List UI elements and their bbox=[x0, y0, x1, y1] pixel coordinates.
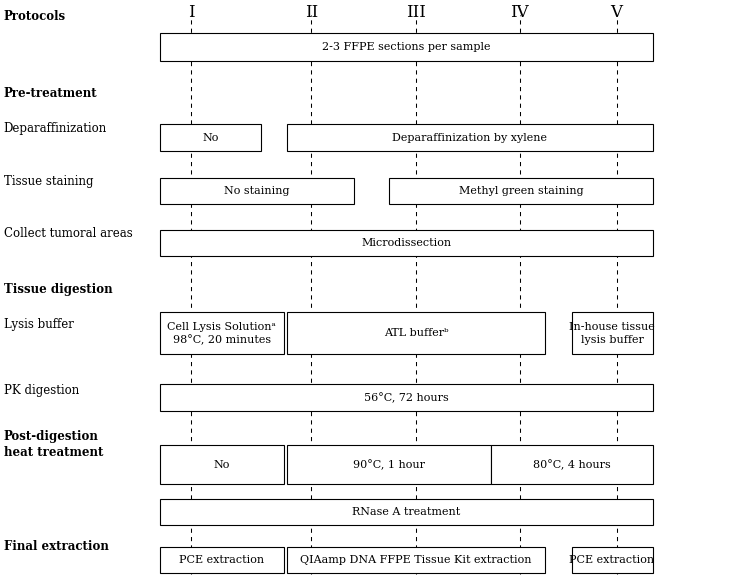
Bar bbox=[160, 385, 652, 410]
Text: No: No bbox=[214, 459, 230, 470]
Text: 90°C, 1 hour: 90°C, 1 hour bbox=[352, 459, 424, 470]
Bar bbox=[572, 547, 652, 573]
Text: QIAamp DNA FFPE Tissue Kit extraction: QIAamp DNA FFPE Tissue Kit extraction bbox=[300, 554, 532, 565]
Text: Lysis buffer: Lysis buffer bbox=[4, 318, 74, 331]
Text: V: V bbox=[610, 4, 622, 22]
Bar bbox=[160, 312, 284, 354]
Text: II: II bbox=[304, 4, 318, 22]
Text: Post-digestion
heat treatment: Post-digestion heat treatment bbox=[4, 430, 103, 459]
Text: 2-3 FFPE sections per sample: 2-3 FFPE sections per sample bbox=[322, 41, 490, 52]
Text: PK digestion: PK digestion bbox=[4, 384, 79, 397]
Text: I: I bbox=[188, 4, 194, 22]
Text: RNase A treatment: RNase A treatment bbox=[352, 507, 460, 517]
Bar bbox=[490, 445, 652, 484]
Text: No: No bbox=[202, 132, 218, 143]
Text: Cell Lysis Solutionᵃ
98°C, 20 minutes: Cell Lysis Solutionᵃ 98°C, 20 minutes bbox=[167, 322, 276, 345]
Text: PCE extraction: PCE extraction bbox=[569, 554, 655, 565]
Bar bbox=[287, 445, 490, 484]
Text: ATL bufferᵇ: ATL bufferᵇ bbox=[383, 328, 448, 339]
Bar bbox=[160, 33, 652, 61]
Text: Pre-treatment: Pre-treatment bbox=[4, 87, 98, 100]
Bar bbox=[160, 230, 652, 257]
Text: Tissue staining: Tissue staining bbox=[4, 175, 93, 188]
Bar bbox=[160, 547, 284, 573]
Text: PCE extraction: PCE extraction bbox=[179, 554, 264, 565]
Bar bbox=[160, 124, 261, 150]
Text: Collect tumoral areas: Collect tumoral areas bbox=[4, 227, 133, 240]
Bar bbox=[572, 312, 652, 354]
Bar bbox=[160, 498, 652, 525]
Text: Protocols: Protocols bbox=[4, 10, 66, 23]
Text: III: III bbox=[406, 4, 426, 22]
Text: 56°C, 72 hours: 56°C, 72 hours bbox=[364, 392, 448, 403]
Text: Tissue digestion: Tissue digestion bbox=[4, 283, 112, 296]
Text: IV: IV bbox=[511, 4, 529, 22]
Text: Methyl green staining: Methyl green staining bbox=[458, 185, 584, 196]
Text: 80°C, 4 hours: 80°C, 4 hours bbox=[532, 459, 610, 470]
Bar bbox=[389, 177, 652, 203]
Text: Final extraction: Final extraction bbox=[4, 540, 109, 553]
Bar bbox=[287, 312, 544, 354]
Text: Deparaffinization: Deparaffinization bbox=[4, 122, 107, 135]
Text: No staining: No staining bbox=[224, 185, 290, 196]
Text: Microdissection: Microdissection bbox=[361, 238, 452, 248]
Bar bbox=[160, 177, 354, 203]
Text: In-house tissue
lysis buffer: In-house tissue lysis buffer bbox=[569, 322, 655, 345]
Bar bbox=[287, 547, 544, 573]
Bar bbox=[160, 445, 284, 484]
Text: Deparaffinization by xylene: Deparaffinization by xylene bbox=[392, 132, 548, 143]
Bar bbox=[287, 124, 652, 150]
